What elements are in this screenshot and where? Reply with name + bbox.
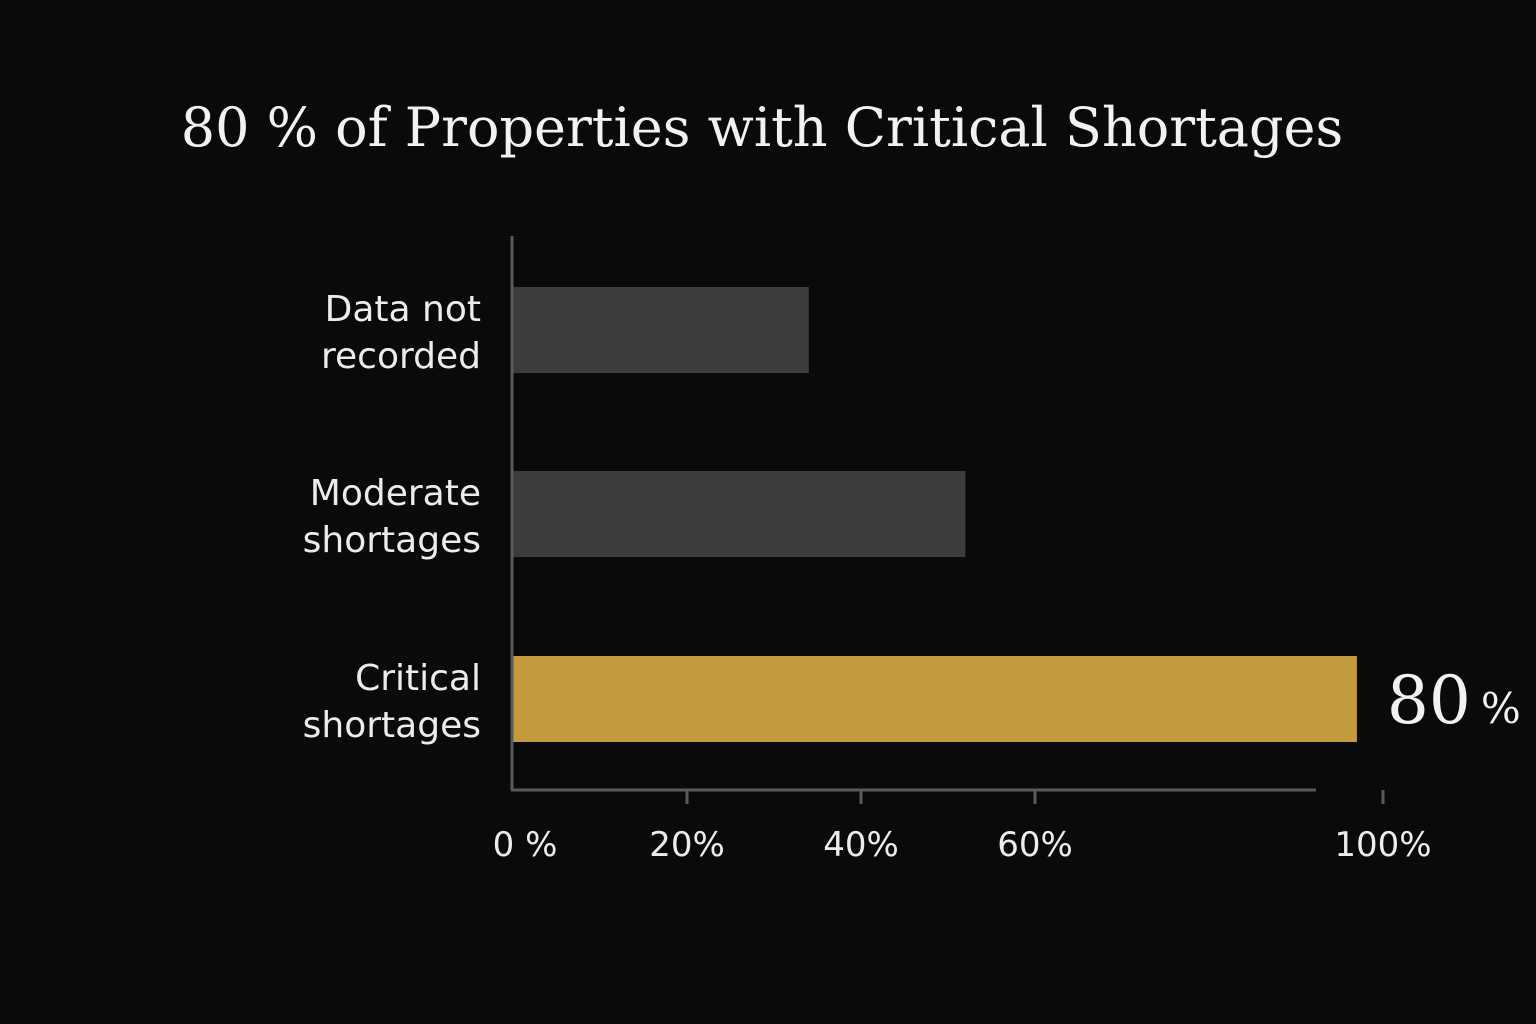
value-annotation: 80% xyxy=(1387,662,1521,739)
bar-2 xyxy=(513,471,966,557)
category-label-3: Critical shortages xyxy=(303,658,481,746)
bar-1 xyxy=(513,287,809,373)
x-tick-label-4: 60% xyxy=(997,825,1073,865)
x-tick-label-2: 20% xyxy=(649,825,725,865)
bar-3 xyxy=(513,656,1357,742)
category-label-2: Moderate shortages xyxy=(303,473,481,561)
x-tick-label-3: 40% xyxy=(823,825,899,865)
x-tick-label-1: 0 % xyxy=(493,825,558,865)
chart-title: 80 % of Properties with Critical Shortag… xyxy=(181,96,1343,159)
category-label-1: Data not recorded xyxy=(321,289,481,377)
x-tick-label-5: 100% xyxy=(1334,825,1431,865)
